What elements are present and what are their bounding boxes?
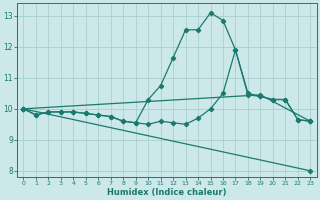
X-axis label: Humidex (Indice chaleur): Humidex (Indice chaleur) (107, 188, 227, 197)
